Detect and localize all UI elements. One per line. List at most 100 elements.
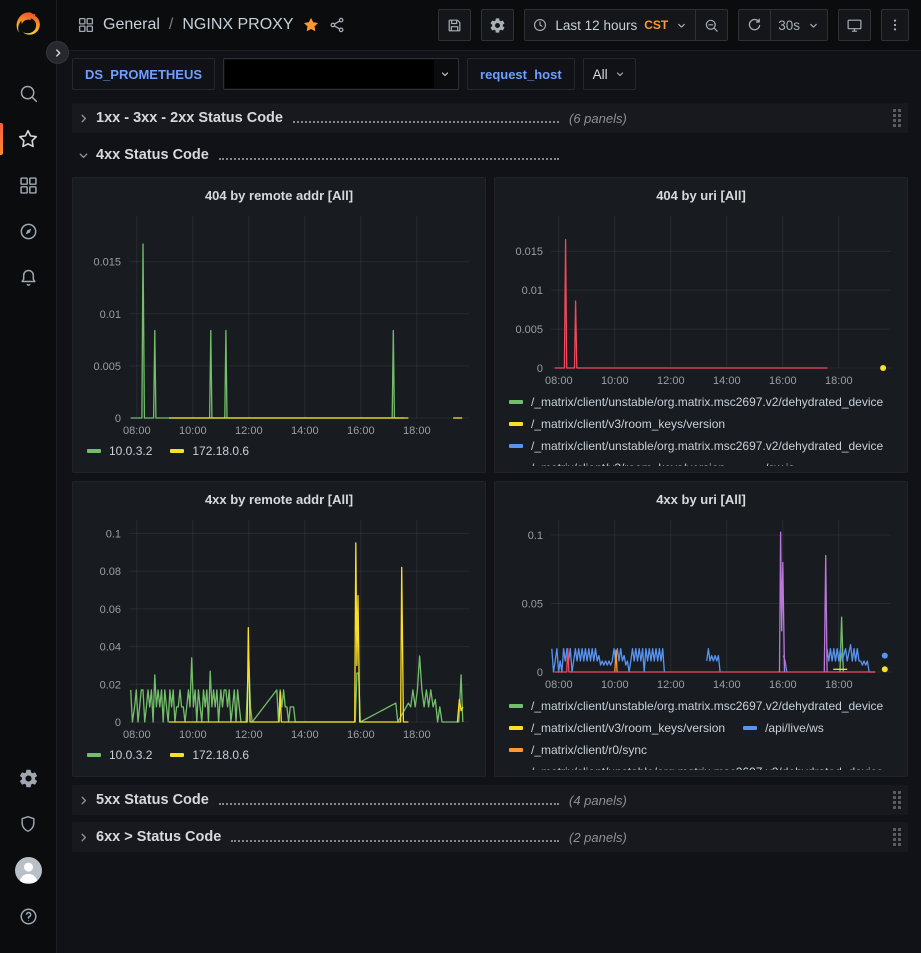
row-drag-handle[interactable]	[890, 106, 904, 130]
chart-legend: 10.0.3.2 172.18.0.6	[83, 742, 475, 770]
chevron-right-icon	[52, 47, 64, 59]
svg-text:14:00: 14:00	[291, 729, 319, 741]
variable-label-request-host[interactable]: request_host	[467, 58, 575, 90]
more-options-button[interactable]	[881, 9, 909, 41]
refresh-interval-picker[interactable]: 30s	[771, 9, 828, 41]
tv-mode-button[interactable]	[838, 9, 871, 41]
chart-panel: 404 by remote addr [All] 08:0010:0012:00…	[72, 177, 486, 473]
legend-item[interactable]: /_matrix/client/v3/room_keys/version	[509, 719, 725, 737]
row-toggle[interactable]: 6xx > Status Code	[77, 829, 221, 845]
legend-swatch	[509, 726, 523, 730]
redacted-value	[225, 60, 434, 88]
legend-item[interactable]: 172.18.0.6	[170, 442, 249, 460]
sidebar-item-search[interactable]	[0, 70, 57, 116]
svg-text:12:00: 12:00	[235, 729, 263, 741]
dashboard-scroll-area[interactable]: 1xx - 3xx - 2xx Status Code (6 panels) 4…	[57, 97, 921, 953]
refresh-group: 30s	[738, 9, 828, 41]
svg-text:16:00: 16:00	[769, 375, 797, 387]
legend-label: /_matrix/client/v3/room_keys/version	[531, 461, 725, 466]
svg-text:0.1: 0.1	[528, 530, 543, 542]
apps-grid-icon	[18, 175, 39, 196]
legend-item[interactable]: 172.18.0.6	[170, 746, 249, 764]
time-series-chart[interactable]: 08:0010:0012:0014:0016:0018:0000.0050.01…	[83, 210, 475, 438]
panel-title[interactable]: 4xx by uri [All]	[505, 488, 897, 514]
legend-item[interactable]: /_matrix/client/unstable/org.matrix.msc2…	[509, 763, 883, 770]
variable-label-ds-prometheus[interactable]: DS_PROMETHEUS	[72, 58, 215, 90]
navbar-actions: Last 12 hours CST	[438, 9, 909, 41]
sidebar-item-configuration[interactable]	[0, 755, 57, 801]
legend-item[interactable]: /api/live/ws	[743, 719, 824, 737]
panel-title[interactable]: 404 by remote addr [All]	[83, 184, 475, 210]
legend-item[interactable]: /_matrix/client/unstable/org.matrix.msc2…	[509, 393, 883, 411]
save-dashboard-button[interactable]	[438, 9, 471, 41]
legend-swatch	[170, 449, 184, 453]
breadcrumb-divider: /	[169, 16, 173, 34]
sidebar-item-profile[interactable]	[0, 847, 57, 893]
row-panel-count: (4 panels)	[569, 793, 627, 808]
breadcrumb: General / NGINX PROXY	[103, 16, 294, 34]
legend-item[interactable]: 10.0.3.2	[87, 442, 152, 460]
legend-item[interactable]: /sw.js	[743, 459, 794, 466]
svg-text:0: 0	[115, 717, 121, 729]
chart-panel: 404 by uri [All] 08:0010:0012:0014:0016:…	[494, 177, 908, 473]
time-series-chart[interactable]: 08:0010:0012:0014:0016:0018:0000.050.1	[505, 514, 897, 693]
legend-item[interactable]: /_matrix/client/unstable/org.matrix.msc2…	[509, 437, 883, 455]
dashboard-grid-icon	[77, 16, 95, 34]
sidebar-item-help[interactable]	[0, 893, 57, 939]
svg-text:0.06: 0.06	[100, 604, 121, 616]
panel-title[interactable]: 4xx by remote addr [All]	[83, 488, 475, 514]
svg-text:16:00: 16:00	[347, 425, 375, 437]
refresh-button[interactable]	[738, 9, 771, 41]
sidebar-collapse-button[interactable]	[46, 41, 69, 64]
time-series-chart[interactable]: 08:0010:0012:0014:0016:0018:0000.0050.01…	[505, 210, 897, 389]
legend-item[interactable]: /_matrix/client/v3/room_keys/version	[509, 459, 725, 466]
zoom-out-time-button[interactable]	[696, 9, 728, 41]
row-dotted-leader	[219, 158, 559, 160]
grafana-app: General / NGINX PROXY	[0, 0, 921, 953]
legend-item[interactable]: /_matrix/client/r0/sync	[509, 741, 647, 759]
legend-swatch	[87, 753, 101, 757]
legend-swatch	[509, 748, 523, 752]
breadcrumb-dashboard-title[interactable]: NGINX PROXY	[182, 16, 293, 34]
variable-value-request-host[interactable]: All	[583, 58, 636, 90]
row-toggle[interactable]: 5xx Status Code	[77, 792, 209, 808]
zoom-out-icon	[703, 17, 720, 34]
bell-icon	[18, 267, 39, 288]
svg-text:10:00: 10:00	[179, 729, 207, 741]
time-series-chart[interactable]: 08:0010:0012:0014:0016:0018:0000.020.040…	[83, 514, 475, 742]
time-range-picker[interactable]: Last 12 hours CST	[524, 9, 696, 41]
legend-item[interactable]: 10.0.3.2	[87, 746, 152, 764]
favorite-star-icon[interactable]	[302, 16, 320, 34]
share-icon[interactable]	[328, 16, 346, 34]
variable-value-ds-prometheus[interactable]	[223, 58, 459, 90]
row-1xx-3xx-2xx: 1xx - 3xx - 2xx Status Code (6 panels)	[72, 103, 908, 133]
breadcrumb-folder[interactable]: General	[103, 16, 160, 34]
sidebar-item-explore[interactable]	[0, 208, 57, 254]
time-range-label: Last 12 hours	[555, 18, 637, 33]
legend-swatch	[509, 400, 523, 404]
legend-label: 172.18.0.6	[192, 444, 249, 458]
row-6xx: 6xx > Status Code (2 panels)	[72, 822, 908, 852]
svg-text:08:00: 08:00	[123, 729, 151, 741]
row-panel-count: (2 panels)	[569, 830, 627, 845]
row-drag-handle[interactable]	[890, 788, 904, 812]
row-toggle[interactable]: 4xx Status Code	[77, 147, 209, 163]
sidebar-item-dashboards[interactable]	[0, 162, 57, 208]
row-drag-handle[interactable]	[890, 825, 904, 849]
panel-title[interactable]: 404 by uri [All]	[505, 184, 897, 210]
row-toggle[interactable]: 1xx - 3xx - 2xx Status Code	[77, 110, 283, 126]
svg-text:0.015: 0.015	[515, 246, 543, 258]
svg-text:14:00: 14:00	[713, 679, 741, 691]
svg-text:0.005: 0.005	[515, 324, 543, 336]
sidebar-item-alerting[interactable]	[0, 254, 57, 300]
sidebar-item-starred[interactable]	[0, 116, 57, 162]
chevron-down-icon	[807, 19, 820, 32]
legend-label: /_matrix/client/unstable/org.matrix.msc2…	[531, 699, 883, 713]
sidebar-item-server-admin[interactable]	[0, 801, 57, 847]
legend-item[interactable]: /_matrix/client/unstable/org.matrix.msc2…	[509, 697, 883, 715]
legend-label: 10.0.3.2	[109, 748, 152, 762]
legend-swatch	[87, 449, 101, 453]
grafana-logo[interactable]	[13, 10, 44, 44]
legend-item[interactable]: /_matrix/client/v3/room_keys/version	[509, 415, 725, 433]
dashboard-settings-button[interactable]	[481, 9, 514, 41]
